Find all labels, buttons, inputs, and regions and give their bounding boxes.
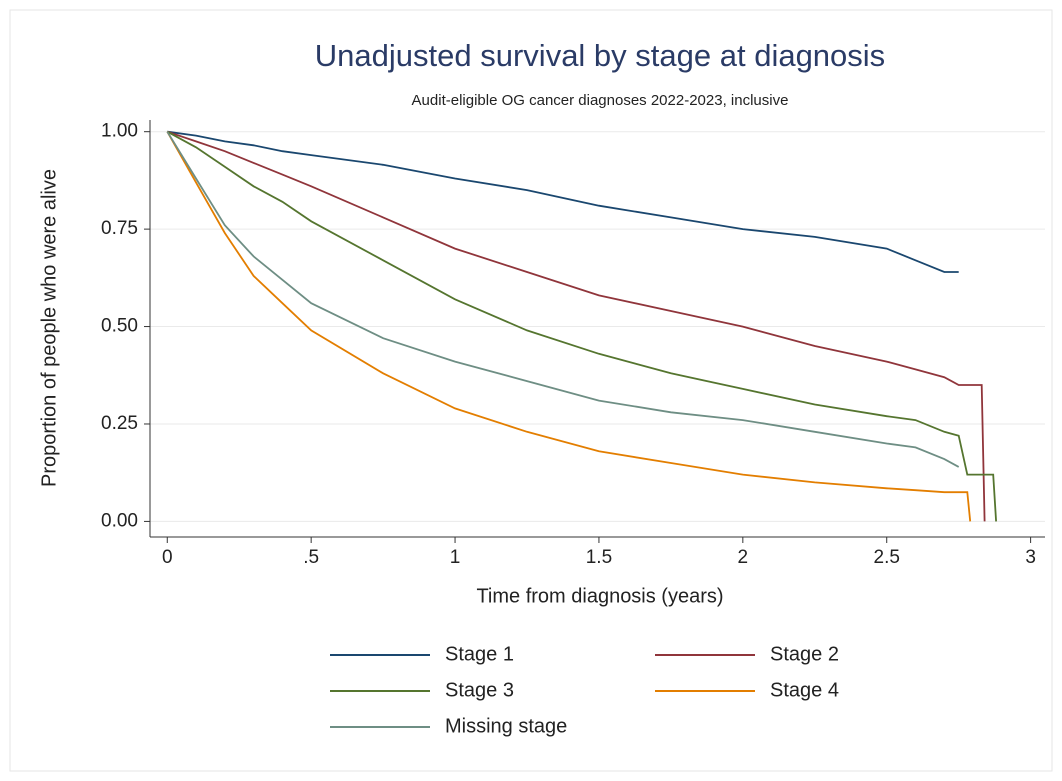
x-tick-label: 1.5 — [586, 547, 612, 568]
y-tick-label: 0.25 — [101, 413, 138, 434]
frame — [9, 9, 1053, 772]
legend-label: Stage 2 — [770, 643, 839, 665]
x-tick-label: 2.5 — [874, 547, 900, 568]
x-tick-label: 2 — [738, 547, 749, 568]
series-line — [167, 130, 959, 273]
y-axis-label: Proportion of people who were alive — [38, 169, 60, 487]
chart-subtitle: Audit-eligible OG cancer diagnoses 2022-… — [412, 92, 789, 109]
x-axis-label: Time from diagnosis (years) — [476, 585, 723, 607]
y-tick-label: 0.00 — [101, 510, 138, 531]
x-tick-label: .5 — [303, 547, 319, 568]
legend-label: Stage 3 — [445, 679, 514, 701]
series-line — [167, 130, 986, 522]
y-tick-label: 0.50 — [101, 316, 138, 337]
series-line — [166, 130, 997, 522]
legend-label: Stage 1 — [445, 643, 514, 665]
x-tick-label: 0 — [162, 547, 173, 568]
x-tick-label: 3 — [1025, 547, 1036, 568]
legend-label: Missing stage — [445, 715, 567, 737]
y-tick-label: 1.00 — [101, 121, 138, 142]
series-line — [166, 131, 960, 468]
legend-label: Stage 4 — [770, 679, 839, 701]
x-tick-label: 1 — [450, 547, 461, 568]
y-tick-label: 0.75 — [101, 218, 138, 239]
chart-title: Unadjusted survival by stage at diagnosi… — [315, 38, 885, 73]
series-line — [166, 131, 972, 522]
